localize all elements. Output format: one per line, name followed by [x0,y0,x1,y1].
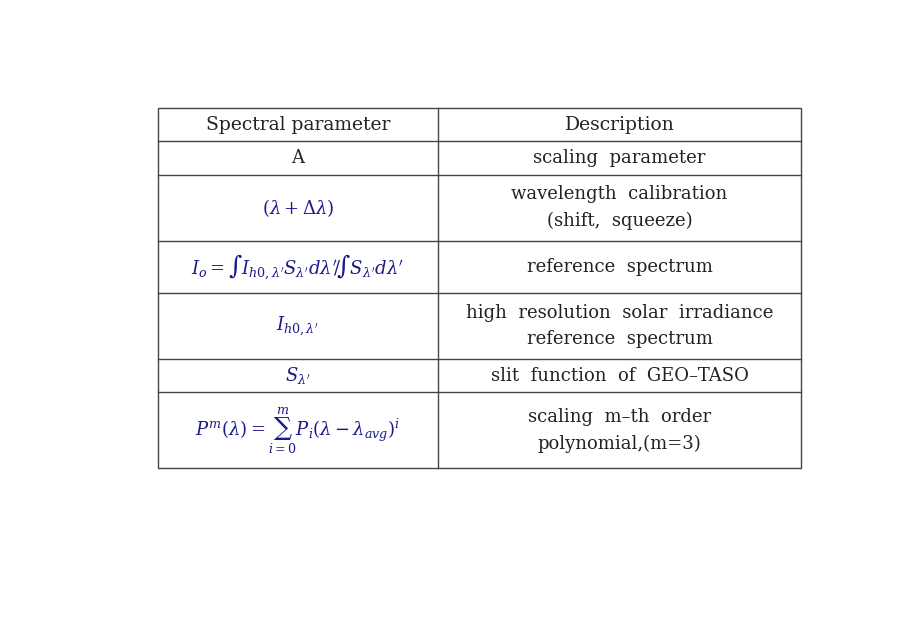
Text: reference  spectrum: reference spectrum [526,258,713,276]
Text: $P^m(\lambda) = \sum_{i=0}^{m} P_i (\lambda - \lambda_{avg})^i$: $P^m(\lambda) = \sum_{i=0}^{m} P_i (\lam… [195,405,400,455]
Text: Description: Description [564,116,674,134]
Text: Spectral parameter: Spectral parameter [206,116,390,134]
Text: $(\lambda + \Delta\lambda)$: $(\lambda + \Delta\lambda)$ [262,197,334,219]
Text: A: A [291,149,304,167]
Text: $S_{\lambda'}$: $S_{\lambda'}$ [285,365,311,386]
Text: slit  function  of  GEO–TASO: slit function of GEO–TASO [491,367,749,385]
Text: $I_o = \int I_{h0,\lambda'} S_{\lambda'} d\lambda'\!/\!\int S_{\lambda'} d\lambd: $I_o = \int I_{h0,\lambda'} S_{\lambda'}… [192,252,405,282]
Text: high  resolution  solar  irradiance
reference  spectrum: high resolution solar irradiance referen… [466,304,774,348]
Text: $I_{h0,\lambda'}$: $I_{h0,\lambda'}$ [277,315,320,338]
Bar [159,108,801,468]
Text: wavelength  calibration
(shift,  squeeze): wavelength calibration (shift, squeeze) [512,186,727,230]
Text: scaling  m–th  order
polynomial,(m=3): scaling m–th order polynomial,(m=3) [528,408,711,453]
Text: scaling  parameter: scaling parameter [533,149,705,167]
